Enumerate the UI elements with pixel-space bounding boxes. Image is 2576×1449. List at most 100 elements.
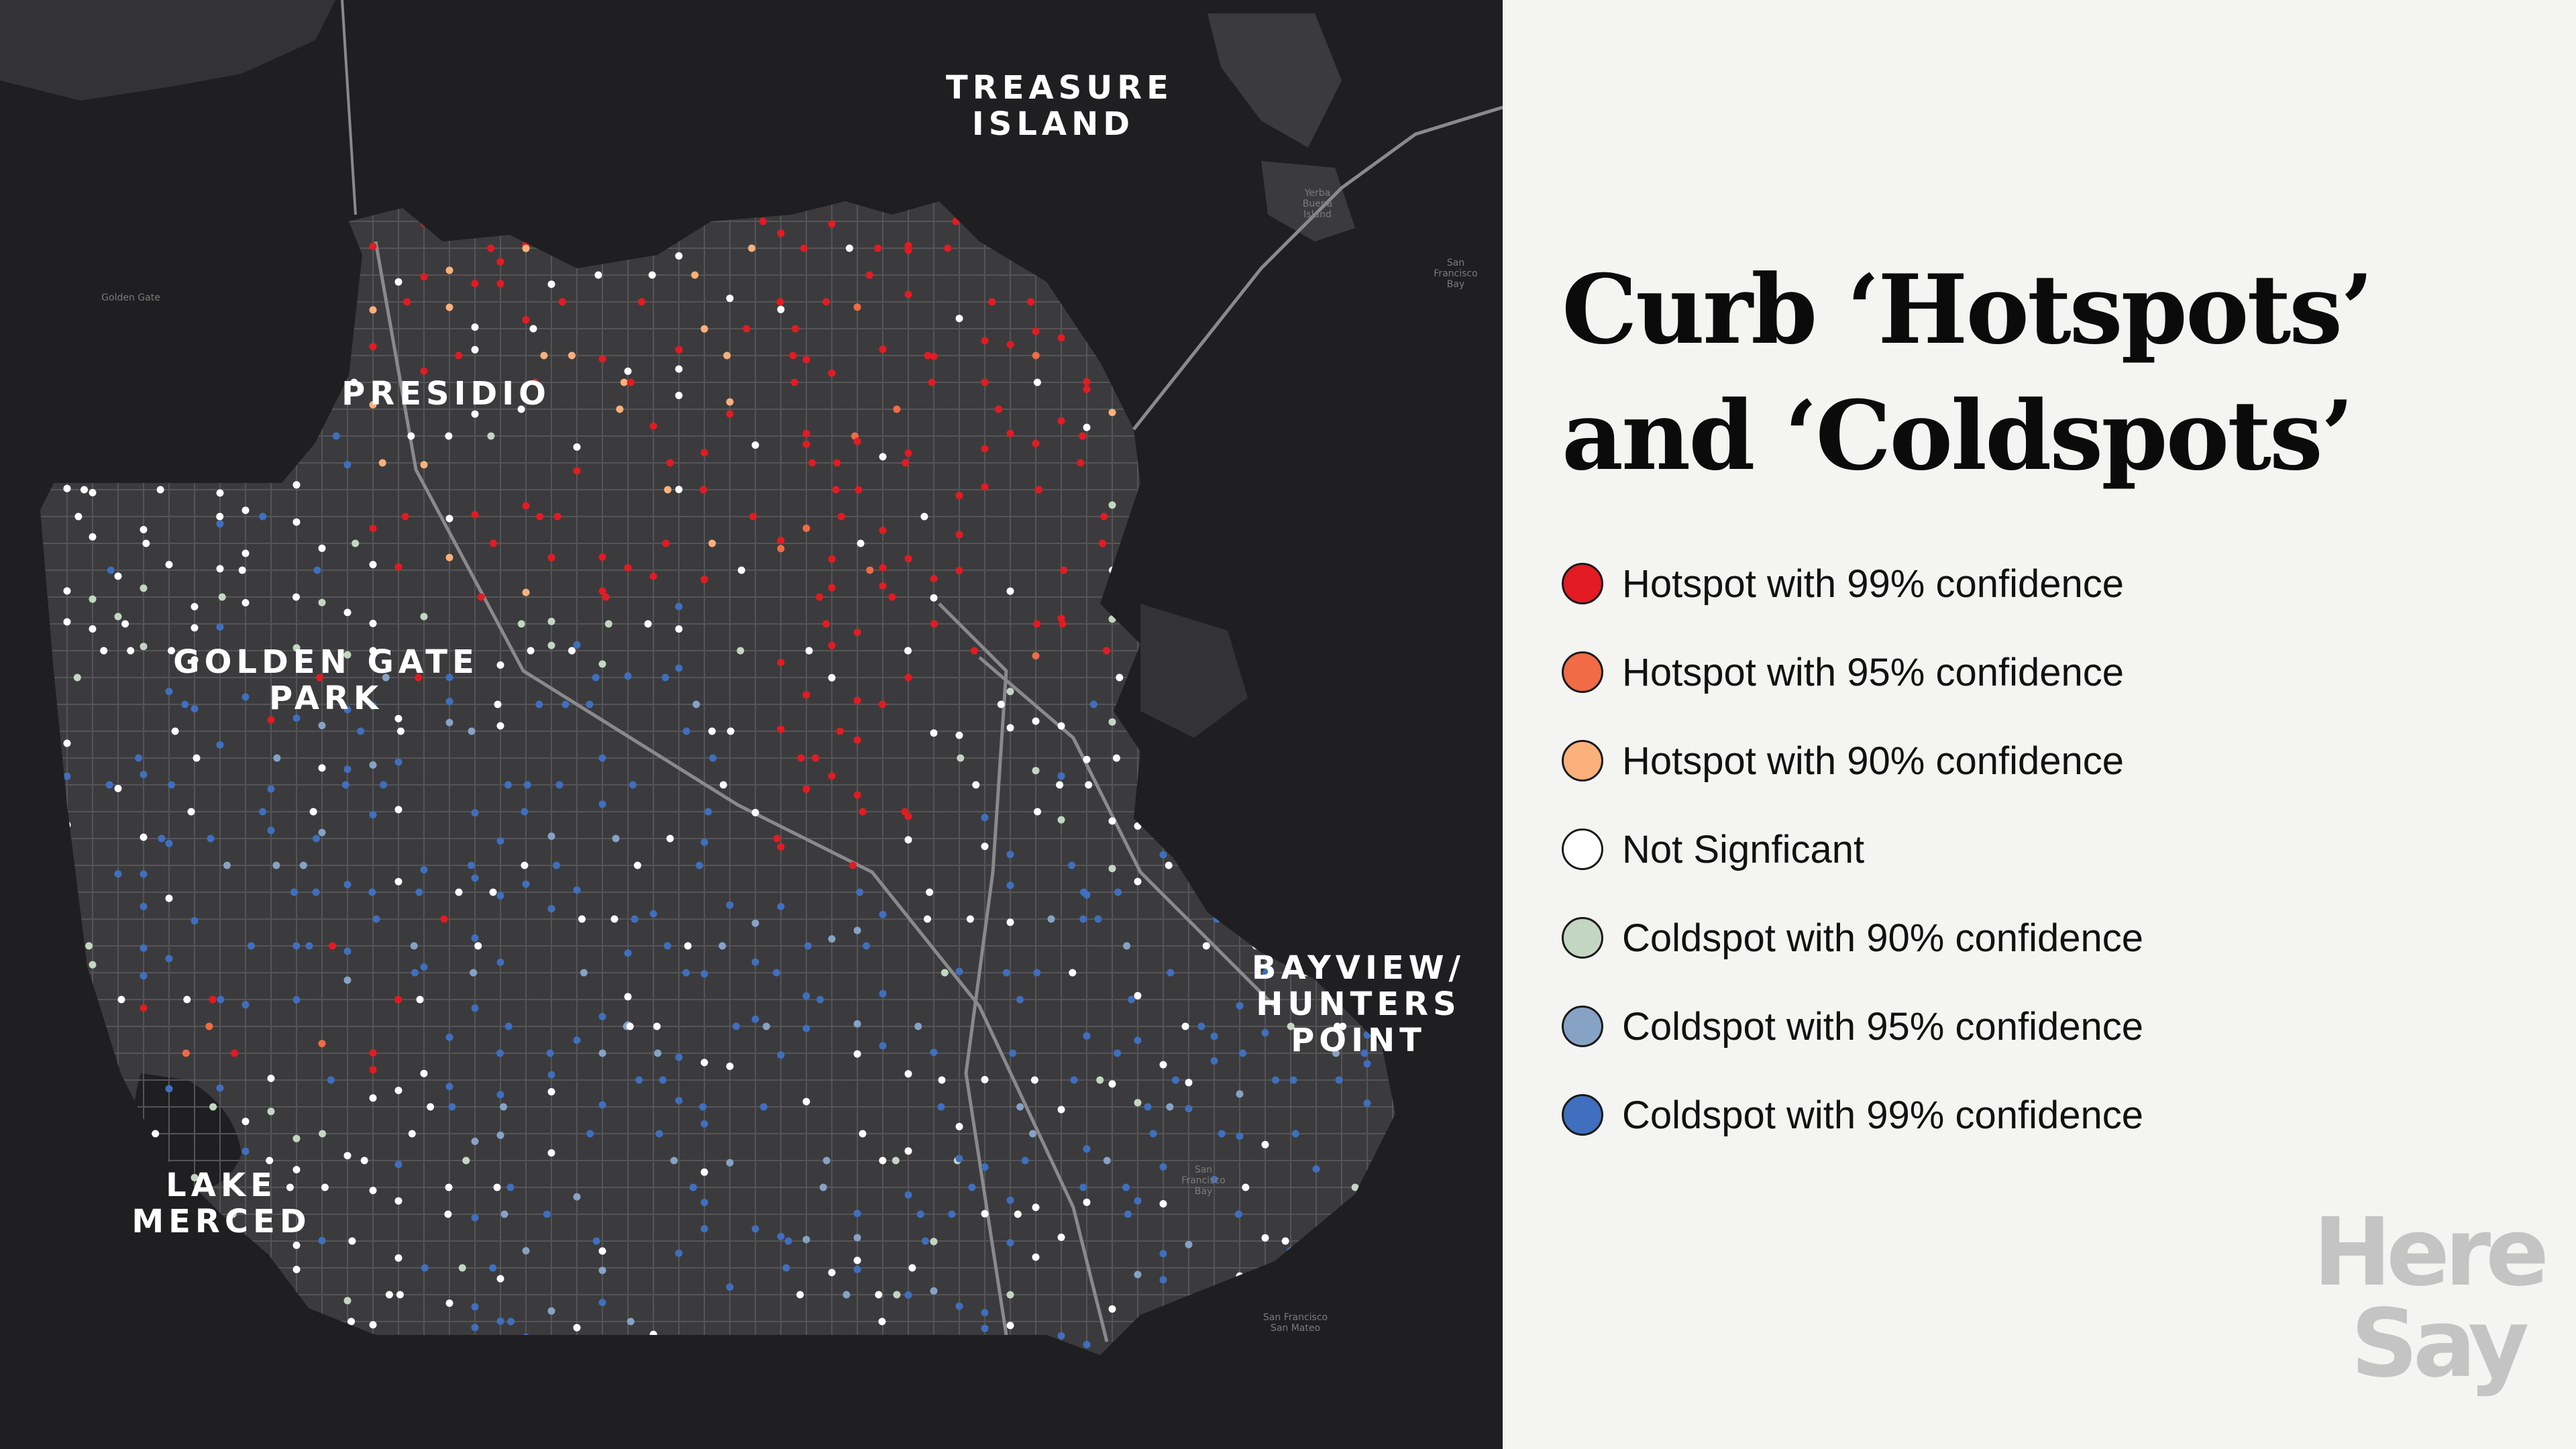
data-dot: [1167, 969, 1175, 977]
data-dot: [89, 488, 97, 496]
data-dot: [471, 1303, 479, 1311]
data-dot: [63, 1199, 71, 1207]
data-dot: [1033, 620, 1041, 628]
data-dot: [1108, 501, 1116, 509]
data-dot: [1198, 432, 1206, 440]
data-dot: [1374, 861, 1382, 869]
data-dot: [904, 246, 912, 254]
data-dot: [1134, 1099, 1142, 1107]
data-dot: [114, 1091, 122, 1099]
data-dot: [904, 647, 912, 655]
data-dot: [828, 555, 836, 563]
data-dot: [874, 244, 882, 252]
data-dot: [726, 294, 734, 303]
data-dot: [661, 674, 669, 682]
data-dot: [924, 352, 932, 360]
data-dot: [1287, 1338, 1295, 1346]
data-dot: [1366, 1183, 1374, 1191]
data-dot: [893, 405, 901, 413]
data-dot: [689, 1183, 697, 1191]
data-dot: [718, 942, 727, 950]
data-dot: [165, 252, 173, 260]
data-dot: [445, 266, 453, 274]
data-dot: [1338, 411, 1346, 419]
data-dot: [1029, 1130, 1036, 1138]
data-dot: [666, 459, 674, 467]
data-dot: [420, 461, 428, 469]
data-dot: [802, 525, 810, 532]
data-dot: [1312, 589, 1320, 597]
data-dot: [103, 1130, 111, 1138]
data-dot: [292, 644, 301, 652]
data-dot: [1077, 459, 1085, 467]
data-dot: [1302, 674, 1310, 682]
data-dot: [217, 996, 225, 1004]
legend-label: Hotspot with 99% confidence: [1622, 561, 2124, 606]
data-dot: [586, 1130, 594, 1138]
data-dot: [930, 729, 938, 737]
data-dot: [1144, 1103, 1152, 1111]
data-dot: [751, 958, 759, 966]
data-dot: [879, 989, 887, 998]
data-dot: [972, 781, 980, 789]
data-dot: [675, 392, 683, 399]
data-dot: [343, 947, 352, 955]
data-dot: [1170, 1318, 1178, 1326]
data-dot: [1108, 865, 1116, 873]
data-dot: [699, 1103, 707, 1111]
data-dot: [1032, 352, 1040, 360]
data-dot: [403, 298, 411, 306]
data-dot: [547, 1071, 555, 1079]
data-dot: [348, 1237, 356, 1245]
data-dot: [598, 553, 606, 561]
bay-bridge: [1132, 105, 1503, 431]
map-panel[interactable]: TREASURE ISLAND PRESIDIO GOLDEN GATE PAR…: [0, 0, 1503, 1449]
legend-item: Coldspot with 95% confidence: [1562, 982, 2143, 1071]
data-dot: [957, 754, 965, 762]
data-dot: [1070, 1076, 1078, 1084]
data-dot: [471, 280, 479, 288]
data-dot: [704, 808, 712, 816]
data-dot: [67, 378, 75, 386]
data-dot: [273, 754, 281, 762]
highway-1: [374, 241, 1109, 1342]
data-dot: [292, 518, 301, 526]
data-dot: [547, 833, 555, 840]
data-dot: [700, 486, 708, 494]
data-dot: [445, 718, 453, 727]
data-dot: [751, 808, 759, 816]
legend-label: Hotspot with 90% confidence: [1622, 739, 2124, 783]
data-dot: [893, 1291, 901, 1299]
san-francisco-map[interactable]: [0, 0, 1503, 1449]
data-dot: [822, 620, 830, 628]
data-dot: [415, 888, 423, 896]
data-dot: [140, 1248, 148, 1256]
data-dot: [343, 1297, 352, 1305]
data-dot: [241, 506, 250, 515]
data-dot: [1272, 727, 1279, 735]
data-dot: [1363, 327, 1371, 335]
data-dot: [802, 429, 810, 437]
data-dot: [1363, 1234, 1371, 1242]
data-dot: [930, 1287, 938, 1295]
data-dot: [857, 539, 865, 547]
data-dot: [777, 545, 785, 553]
data-dot: [540, 352, 548, 360]
data-dot: [777, 1051, 785, 1059]
data-dot: [440, 915, 448, 923]
data-dot: [1389, 925, 1395, 933]
data-dot: [649, 910, 657, 918]
data-dot: [292, 593, 300, 601]
data-dot: [445, 1183, 453, 1191]
data-dot: [748, 244, 756, 252]
data-dot: [292, 309, 301, 317]
data-dot: [1312, 819, 1320, 826]
data-dot: [127, 647, 135, 655]
data-dot: [267, 716, 275, 724]
data-dot: [777, 229, 785, 237]
legend-swatch: [1562, 563, 1603, 604]
data-dot: [507, 1318, 515, 1326]
data-dot: [1185, 1240, 1193, 1248]
data-dot: [522, 502, 530, 510]
data-dot: [522, 880, 530, 888]
